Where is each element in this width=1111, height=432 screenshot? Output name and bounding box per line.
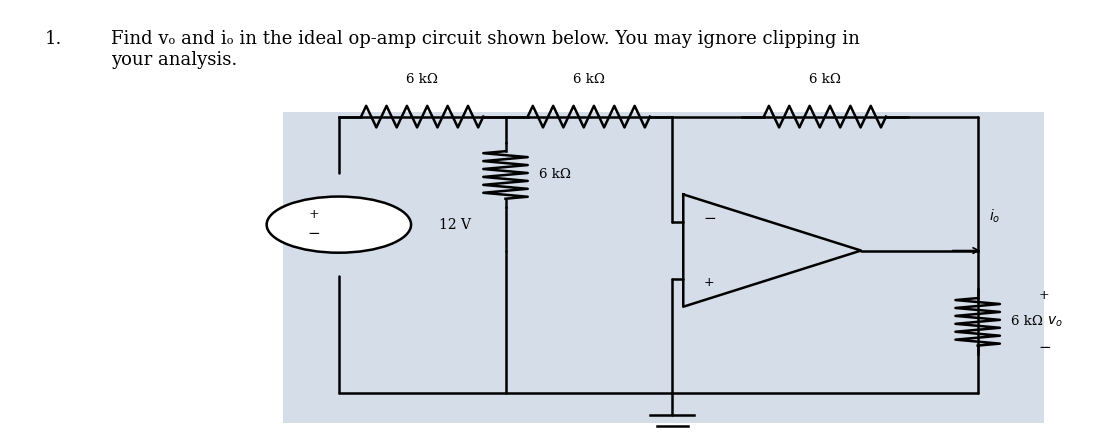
Text: Find vₒ and iₒ in the ideal op-amp circuit shown below. You may ignore clipping : Find vₒ and iₒ in the ideal op-amp circu… (111, 30, 860, 69)
Text: −: − (703, 211, 715, 226)
Text: 6 kΩ: 6 kΩ (539, 168, 571, 181)
Text: 1.: 1. (44, 30, 62, 48)
Text: +: + (703, 276, 714, 289)
Text: +: + (1039, 289, 1050, 302)
Text: $i_o$: $i_o$ (989, 207, 1000, 225)
Text: −: − (1039, 341, 1051, 355)
Text: −: − (308, 228, 320, 241)
Circle shape (267, 197, 411, 253)
Text: 12 V: 12 V (439, 218, 471, 232)
Text: $v_o$: $v_o$ (1047, 314, 1062, 329)
Text: 6 kΩ: 6 kΩ (407, 73, 438, 86)
Text: 6 kΩ: 6 kΩ (1011, 315, 1043, 328)
Bar (283, 112, 1044, 423)
Text: 6 kΩ: 6 kΩ (809, 73, 841, 86)
Text: 6 kΩ: 6 kΩ (573, 73, 604, 86)
Text: +: + (308, 208, 319, 221)
